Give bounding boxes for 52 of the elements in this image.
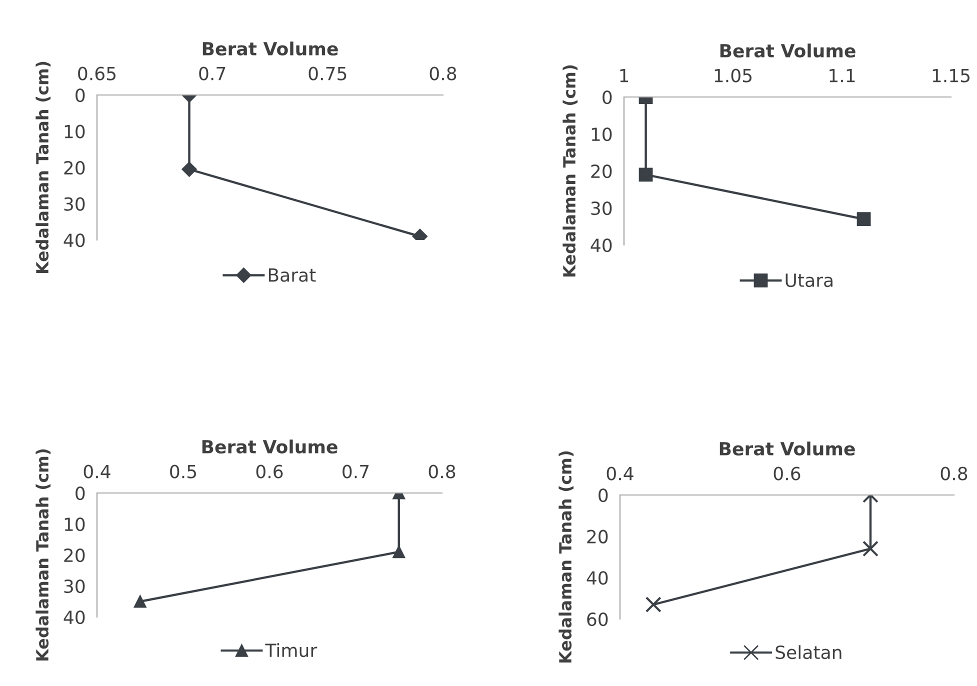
x-tick-label: 0.7 — [342, 464, 369, 478]
legend-label: Barat — [268, 268, 316, 282]
y-tick-label: 30 — [591, 201, 612, 216]
x-tick-label: 0.8 — [940, 466, 968, 480]
y-tick-label: 20 — [591, 164, 612, 178]
x-tick-label: 1 — [620, 68, 628, 82]
x-tick-label: 1.15 — [932, 68, 970, 82]
y-tick-label: 40 — [64, 610, 85, 624]
x-tick-label: 1.05 — [714, 68, 752, 82]
y-tick-label: 30 — [64, 197, 85, 211]
y-axis-title: Kedalaman Tanah (cm) — [562, 65, 578, 277]
y-axis-title: Kedalaman Tanah (cm) — [36, 62, 51, 274]
x-tick-label: 0.4 — [606, 466, 634, 480]
y-tick-label: 10 — [592, 127, 612, 142]
x-tick-label: 0.8 — [430, 66, 456, 80]
legend-label: Selatan — [776, 645, 842, 660]
x-axis-title: Berat Volume — [720, 442, 855, 456]
point — [392, 546, 406, 558]
y-tick-label: 40 — [64, 233, 85, 248]
y-tick-label: 40 — [586, 571, 608, 585]
x-axis-title: Berat Volume — [202, 440, 338, 454]
point — [182, 162, 197, 177]
point — [134, 595, 146, 608]
legend-label: Utara — [786, 274, 832, 288]
y-tick-label: 0 — [598, 488, 608, 502]
y-tick-label: 40 — [590, 238, 612, 252]
y-tick-label: 20 — [64, 548, 85, 562]
x-tick-label: 0.75 — [308, 66, 346, 80]
y-tick-label: 0 — [76, 486, 85, 500]
x-tick-label: 0.65 — [78, 66, 116, 80]
y-tick-label: 20 — [64, 160, 85, 175]
y-tick-label: 0 — [602, 90, 612, 104]
y-tick-label: 30 — [64, 579, 85, 594]
y-tick-label: 10 — [64, 124, 85, 138]
x-tick-label: 0.6 — [256, 464, 283, 478]
y-tick-label: 0 — [76, 88, 85, 102]
y-tick-label: 20 — [587, 530, 608, 544]
y-tick-label: 60 — [587, 612, 608, 626]
legend-label: Timur — [265, 643, 318, 658]
x-axis-title: Berat Volume — [720, 44, 856, 58]
y-axis-title: Kedalaman Tanah (cm) — [36, 449, 51, 661]
x-tick-label: 1.1 — [830, 68, 855, 82]
x-tick-label: 0.4 — [84, 464, 110, 478]
point — [638, 168, 653, 182]
x-tick-label: 0.6 — [774, 466, 800, 480]
point — [856, 212, 871, 226]
y-tick-label: 10 — [64, 517, 85, 532]
y-axis-title: Kedalaman Tanah (cm) — [558, 451, 574, 663]
x-tick-label: 0.8 — [428, 464, 456, 478]
x-tick-label: 0.7 — [199, 66, 226, 80]
x-axis-title: Berat Volume — [202, 42, 338, 56]
x-tick-label: 0.5 — [170, 464, 196, 478]
